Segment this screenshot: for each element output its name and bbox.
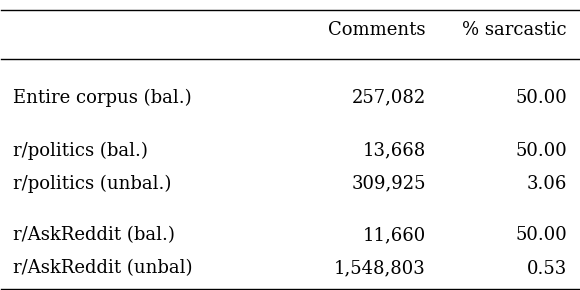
Text: Entire corpus (bal.): Entire corpus (bal.) (13, 88, 191, 107)
Text: % sarcastic: % sarcastic (462, 21, 567, 39)
Text: 309,925: 309,925 (351, 175, 426, 193)
Text: 11,660: 11,660 (362, 226, 426, 244)
Text: r/politics (bal.): r/politics (bal.) (13, 142, 148, 160)
Text: 1,548,803: 1,548,803 (334, 260, 426, 278)
Text: r/AskReddit (bal.): r/AskReddit (bal.) (13, 226, 175, 244)
Text: 0.53: 0.53 (527, 260, 567, 278)
Text: 50.00: 50.00 (515, 142, 567, 160)
Text: r/politics (unbal.): r/politics (unbal.) (13, 175, 171, 193)
Text: 13,668: 13,668 (362, 142, 426, 160)
Text: 257,082: 257,082 (351, 89, 426, 107)
Text: r/AskReddit (unbal): r/AskReddit (unbal) (13, 260, 193, 278)
Text: Comments: Comments (328, 21, 426, 39)
Text: 50.00: 50.00 (515, 89, 567, 107)
Text: 3.06: 3.06 (527, 175, 567, 193)
Text: 50.00: 50.00 (515, 226, 567, 244)
